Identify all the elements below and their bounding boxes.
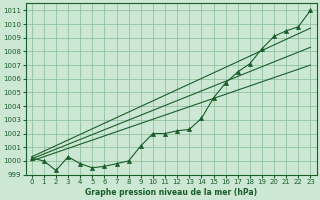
X-axis label: Graphe pression niveau de la mer (hPa): Graphe pression niveau de la mer (hPa) bbox=[85, 188, 257, 197]
